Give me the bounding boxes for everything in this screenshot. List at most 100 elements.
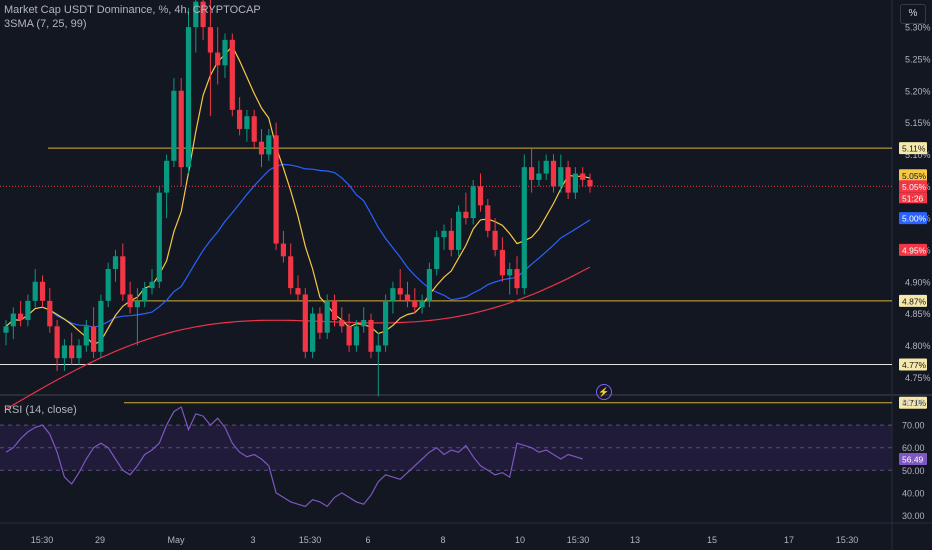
price-tick: 4.90% xyxy=(905,277,931,287)
indicator-legend[interactable]: 3SMA (7, 25, 99) xyxy=(4,18,87,30)
candle-body xyxy=(98,300,104,352)
price-tick: 5.20% xyxy=(905,86,931,96)
rsi-tick: 80.00 xyxy=(902,398,925,408)
rsi-tick: 30.00 xyxy=(902,511,925,521)
candle-body xyxy=(10,313,16,327)
candle-body xyxy=(302,294,308,352)
candle-body xyxy=(536,173,542,180)
candle-body xyxy=(426,269,432,301)
candle-body xyxy=(32,281,38,301)
price-tick: 5.10% xyxy=(905,150,931,160)
candle-body xyxy=(324,300,330,333)
candle-body xyxy=(375,345,381,352)
candle-body xyxy=(587,179,593,187)
candle-body xyxy=(339,319,345,327)
candle-body xyxy=(565,167,571,193)
candle-body xyxy=(441,230,447,238)
candle-body xyxy=(434,237,440,270)
price-tick: 4.85% xyxy=(905,309,931,319)
candle-body xyxy=(492,230,498,250)
price-tick: 4.75% xyxy=(905,373,931,383)
lightning-icon[interactable]: ⚡ xyxy=(596,384,612,400)
price-badge-label: 5.05% xyxy=(902,182,927,192)
candle-body xyxy=(390,288,396,301)
candle-body xyxy=(164,160,170,193)
price-tick: 4.80% xyxy=(905,341,931,351)
candle-body xyxy=(477,186,484,206)
candle-body xyxy=(69,345,75,359)
candle-body xyxy=(171,90,177,161)
price-badge-sma99 xyxy=(899,243,927,256)
chart-title: Market Cap USDT Dominance, %, 4h, CRYPTO… xyxy=(4,4,261,16)
candle-body xyxy=(237,109,243,129)
candle-body xyxy=(134,300,140,308)
price-tick: 5.30% xyxy=(905,23,931,33)
sma99-line xyxy=(5,266,591,410)
candle-body xyxy=(76,345,82,359)
candle-body xyxy=(295,288,301,295)
candle-body xyxy=(258,141,265,155)
level-badge xyxy=(899,396,927,409)
price-badge-last xyxy=(899,180,927,193)
candle-body xyxy=(412,300,418,308)
candle-body xyxy=(404,294,411,301)
candle-body xyxy=(580,173,586,180)
candle-body xyxy=(448,230,454,250)
rsi-tick: 40.00 xyxy=(902,488,925,498)
candle-body xyxy=(353,326,359,346)
time-tick: 13 xyxy=(630,535,640,545)
candle-body xyxy=(346,326,352,346)
time-tick: May xyxy=(167,535,185,545)
percent-scale-button[interactable]: % xyxy=(900,4,926,24)
time-tick: 15:30 xyxy=(299,535,322,545)
candle-body xyxy=(266,135,272,155)
price-badge-sma25 xyxy=(899,212,927,225)
candle-body xyxy=(193,1,199,28)
candle-body xyxy=(142,288,148,301)
candle-body xyxy=(456,211,462,250)
candle-body xyxy=(543,160,549,174)
price-tick: 5.15% xyxy=(905,118,931,128)
candle-body xyxy=(470,186,476,219)
candle-body xyxy=(61,345,67,359)
candle-body xyxy=(558,167,564,187)
candle-body xyxy=(251,116,257,142)
candle-body xyxy=(54,326,60,359)
candle-body xyxy=(91,326,97,352)
rsi-tick: 70.00 xyxy=(902,421,925,431)
candle-body xyxy=(288,256,294,289)
candle-body xyxy=(514,269,520,289)
candle-body xyxy=(499,249,505,276)
time-tick: 8 xyxy=(440,535,445,545)
rsi-last-badge xyxy=(899,453,927,465)
candle-body xyxy=(529,167,535,180)
candle-body xyxy=(521,167,527,289)
level-label: 4.77% xyxy=(902,360,927,370)
candle-body xyxy=(18,313,24,320)
level-label: 4.87% xyxy=(902,296,927,306)
rsi-last-label: 56.49 xyxy=(902,455,924,465)
candle-body xyxy=(47,300,53,327)
level-badge xyxy=(899,358,927,371)
time-tick: 15 xyxy=(707,535,717,545)
candle-body xyxy=(3,326,9,333)
time-tick: 3 xyxy=(250,535,255,545)
candle-body xyxy=(39,281,46,301)
candle-body xyxy=(550,160,557,187)
level-badge xyxy=(899,142,927,155)
candle-body xyxy=(222,39,228,66)
price-badge-label: 5.05% xyxy=(902,171,927,181)
price-badge-label: 5.00% xyxy=(902,214,927,224)
candle-body xyxy=(200,1,206,28)
candle-body xyxy=(361,319,367,327)
countdown-label: 51:26 xyxy=(902,193,924,203)
candle-body xyxy=(207,27,213,53)
time-tick: 29 xyxy=(95,535,105,545)
rsi-legend[interactable]: RSI (14, close) xyxy=(4,404,77,416)
price-badge-sma7 xyxy=(899,169,927,182)
candle-body xyxy=(185,27,192,168)
candle-body xyxy=(244,116,250,129)
candle-body xyxy=(156,192,162,282)
time-tick: 15:30 xyxy=(567,535,590,545)
